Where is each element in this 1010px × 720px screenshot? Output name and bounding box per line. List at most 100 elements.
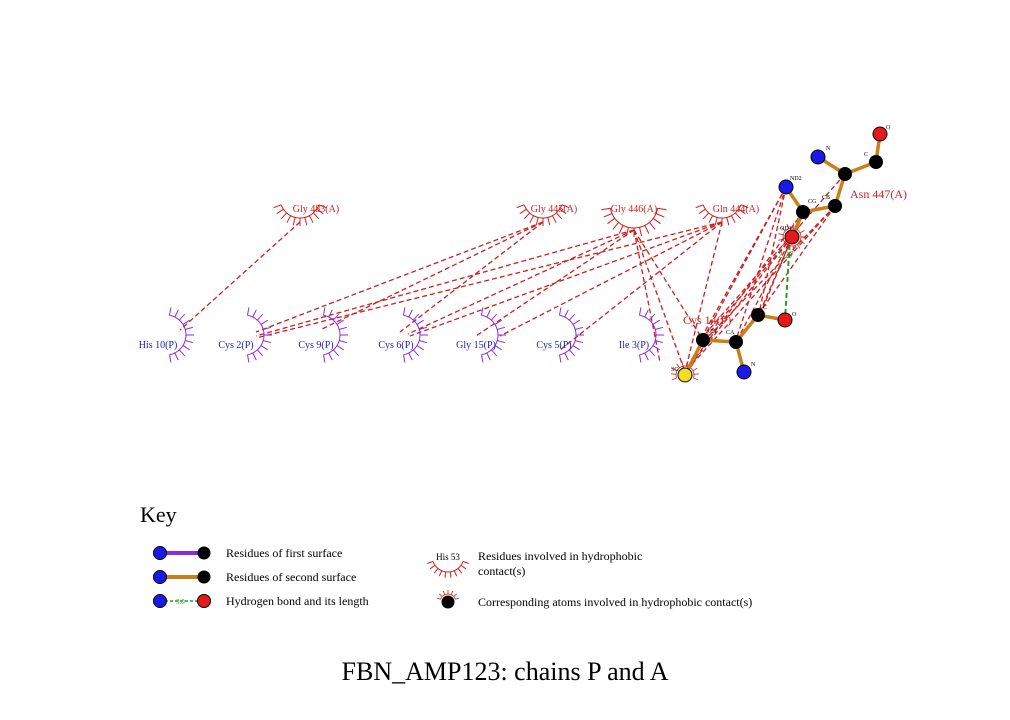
- contact-line: [399, 221, 544, 333]
- legend-hydrophobic-atoms: Corresponding atoms involved in hydropho…: [436, 590, 752, 609]
- legend-hbond-label: Hydrogen bond and its length: [226, 594, 369, 608]
- hydrophobic-arc-cys-2: [247, 307, 272, 363]
- contact-line: [757, 186, 787, 319]
- cys-atom-label-n: N: [751, 362, 756, 368]
- residue-label-gly-446: Gly 446(A): [611, 204, 657, 215]
- legend-second-surface-n-atom: [153, 570, 167, 584]
- residue-label-gln-444: Gln 444(A): [713, 204, 759, 215]
- residue-label-cys-9: Cys 9(P): [298, 340, 333, 351]
- contact-line: [255, 221, 723, 339]
- hydrophobic-arc-gln-444: [695, 204, 749, 226]
- cys-atom-c: [751, 308, 765, 322]
- hydrophobic-arc-gly-446: [601, 207, 667, 237]
- asn-atom-label-n: N: [826, 146, 831, 152]
- hydrophobic-arc-gly-445: [516, 204, 570, 226]
- contact-line: [735, 186, 787, 341]
- legend-hydrophobic-residues-label-1: Residues involved in hydrophobic: [478, 549, 642, 563]
- legend-hydrophobic-residues-label-2: contact(s): [478, 564, 525, 578]
- legend-hydrophobic-residue: His 53 Residues involved in hydrophobic …: [427, 549, 642, 578]
- cys-atom-label-o: O: [792, 312, 797, 318]
- legend-atom-spoke-ring: [436, 590, 460, 600]
- legend-second-surface-label: Residues of second surface: [226, 570, 356, 584]
- contact-line: [699, 186, 787, 341]
- residue-label-asn-447: Asn 447(A): [850, 187, 907, 201]
- asn-atom-label-o: O: [886, 125, 891, 131]
- legend: Key Residues of first surface Residues o…: [140, 502, 752, 609]
- legend-hydrophobic-atom-spokes: [436, 590, 460, 600]
- residue-asn-447: N C O ND2 CG CB OD1 Asn 447(A): [778, 125, 907, 245]
- contact-line: [757, 236, 793, 321]
- legend-hydrophobic-arc-spokes: [427, 561, 469, 578]
- legend-first-surface-c-atom: [197, 546, 211, 560]
- asn-atom-o: [872, 126, 888, 142]
- hydrophobic-arc-cys-6: [403, 307, 428, 363]
- hydrogen-bond: 2.27: [778, 236, 794, 321]
- contact-line: [499, 221, 723, 337]
- legend-hydrophobic-atom: [441, 595, 455, 609]
- legend-hydrophobic-arc: [427, 561, 469, 578]
- contact-line: [319, 221, 544, 331]
- asn-atom-ca: [838, 167, 852, 181]
- residue-label-cys-6: Cys 6(P): [378, 340, 413, 351]
- contact-line: [633, 229, 686, 373]
- residue-label-gly-15: Gly 15(P): [456, 340, 496, 351]
- residue-labels-chain-a: Gly 483(A) Gly 445(A) Gly 446(A) Gln 444…: [293, 204, 759, 215]
- hydrophobic-arc-his-10: [169, 307, 194, 363]
- asn-atom-label-nd2: ND2: [790, 176, 802, 182]
- contact-line: [179, 221, 301, 331]
- cys-atom-label-sg: SG: [671, 367, 679, 373]
- asn-atom-cb: [828, 199, 842, 213]
- cys-atom-n: [736, 364, 752, 380]
- cys-atom-sg: [677, 367, 693, 383]
- contact-line: [633, 229, 704, 341]
- contact-line: [407, 229, 635, 335]
- contact-line: [684, 205, 836, 373]
- residue-label-gly-483: Gly 483(A): [293, 204, 339, 215]
- residue-label-ile-3: Ile 3(P): [619, 340, 649, 351]
- contact-line: [757, 205, 836, 316]
- cys-atom-label-c: C: [763, 305, 767, 311]
- contact-line: [684, 236, 793, 373]
- contact-line: [409, 221, 723, 337]
- legend-hbond: 3.0 Hydrogen bond and its length: [153, 594, 369, 608]
- residue-label-gly-445: Gly 445(A): [531, 204, 577, 215]
- contact-line: [684, 221, 723, 373]
- contact-line: [702, 236, 793, 341]
- asn-atom-nd2: [778, 179, 794, 195]
- legend-hbond-o-atom: [197, 594, 211, 608]
- cys-atom-cb: [696, 333, 710, 347]
- residue-label-his-10: His 10(P): [139, 340, 178, 351]
- hydrophobic-arc-gly-483: [273, 204, 327, 226]
- legend-second-surface-c-atom: [197, 570, 211, 584]
- cys-atom-label-ca: CA: [726, 330, 735, 336]
- asn-atom-cg: [796, 205, 810, 219]
- contact-line: [255, 229, 635, 337]
- asn-atom-c: [869, 155, 883, 169]
- contact-line: [699, 173, 846, 341]
- contact-line: [559, 221, 723, 351]
- residue-labels-chain-p: His 10(P) Cys 2(P) Cys 9(P) Cys 6(P) Gly…: [139, 340, 649, 351]
- contact-line: [255, 221, 544, 333]
- asn-447-bonds: [784, 133, 882, 238]
- asn-atom-od1: [784, 229, 800, 245]
- legend-hbond-sample-length: 3.0: [176, 598, 185, 606]
- legend-title: Key: [140, 502, 177, 527]
- legend-first-surface-label: Residues of first surface: [226, 546, 342, 560]
- diagram-title: FBN_AMP123: chains P and A: [342, 657, 669, 686]
- asn-atom-label-c: C: [864, 152, 868, 158]
- legend-second-surface: Residues of second surface: [153, 570, 356, 584]
- residue-label-cys-2: Cys 2(P): [218, 340, 253, 351]
- legend-first-surface-n-atom: [153, 546, 167, 560]
- hydrophobic-arc-ile-3: [639, 307, 664, 363]
- legend-hbond-n-atom: [153, 594, 167, 608]
- asn-atom-label-od1: OD1: [780, 226, 792, 232]
- hydrophobic-arcs: [169, 204, 806, 381]
- asn-atom-label-cg: CG: [808, 199, 817, 205]
- asn-atom-n: [810, 149, 826, 165]
- residue-cys-14: SG CB CA C O N Cys 14(P): [671, 305, 797, 383]
- legend-hydrophobic-sample-label: His 53: [436, 552, 460, 562]
- hydrophobic-arc-cys-9: [323, 307, 348, 363]
- legend-hydrophobic-atoms-label: Corresponding atoms involved in hydropho…: [478, 595, 752, 609]
- residue-label-cys-5: Cys 5(P): [536, 340, 571, 351]
